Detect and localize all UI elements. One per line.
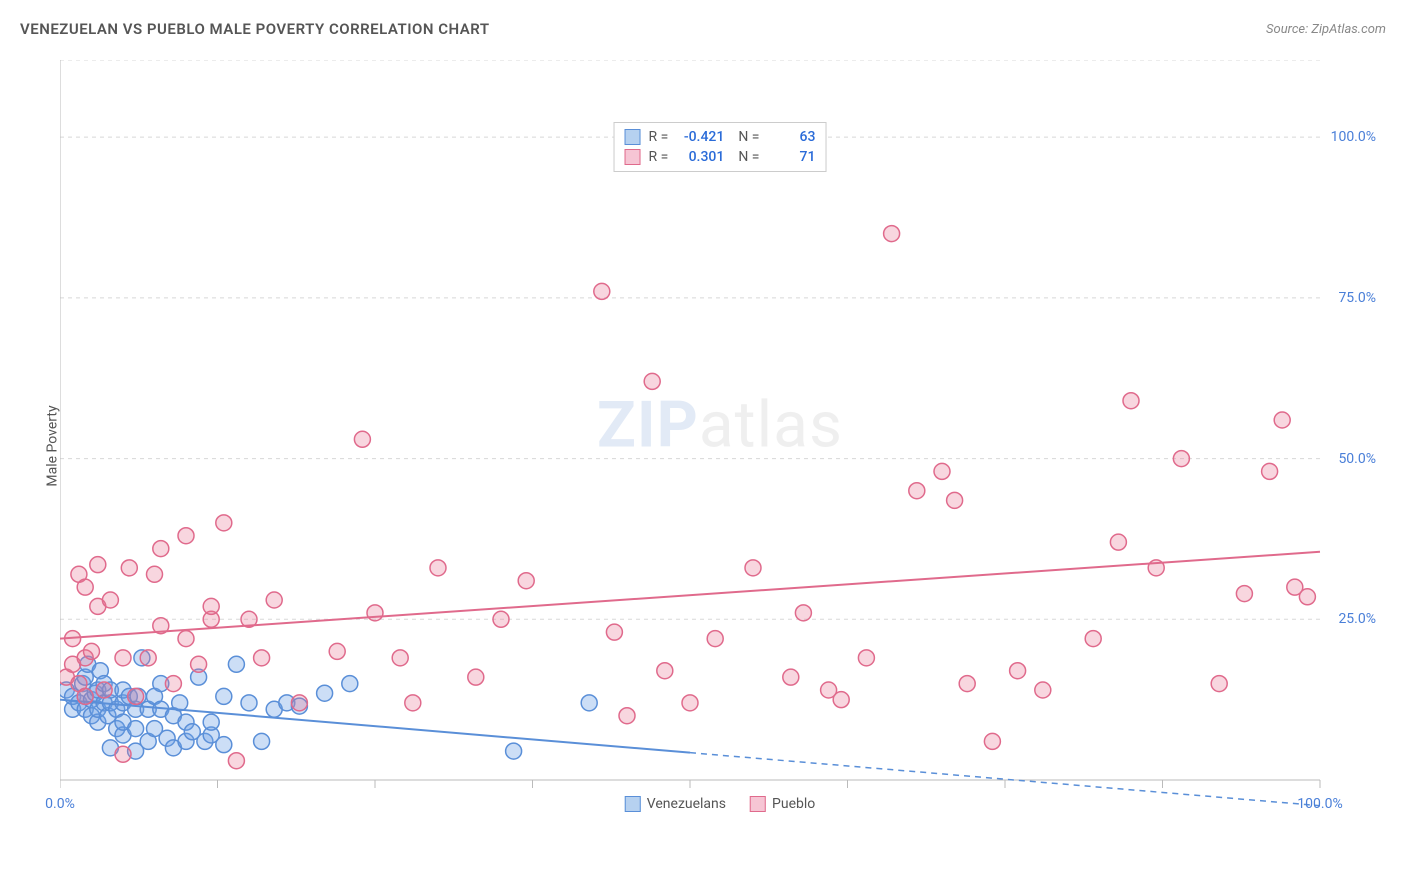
series-legend-item: Venezuelans <box>625 796 726 812</box>
y-tick-label: 75.0% <box>1338 290 1376 306</box>
y-tick-label: 25.0% <box>1338 611 1376 627</box>
series-legend: Venezuelans Pueblo <box>625 796 816 812</box>
y-tick-label: 50.0% <box>1338 451 1376 467</box>
y-tick-label: 100.0% <box>1331 129 1376 145</box>
legend-row: R =0.301N =71 <box>625 147 816 167</box>
legend-row: R =-0.421N =63 <box>625 127 816 147</box>
correlation-legend: R =-0.421N =63R =0.301N =71 <box>614 122 827 172</box>
source-label: Source: ZipAtlas.com <box>1266 22 1386 37</box>
chart-area: ZIPatlas R =-0.421N =63R =0.301N =71 Ven… <box>60 60 1380 820</box>
scatter-plot <box>60 60 1380 820</box>
x-tick-label: 0.0% <box>45 796 75 812</box>
y-axis-label: Male Poverty <box>45 405 61 486</box>
chart-title: VENEZUELAN VS PUEBLO MALE POVERTY CORREL… <box>20 20 490 38</box>
series-legend-item: Pueblo <box>750 796 815 812</box>
x-tick-label: 100.0% <box>1297 796 1342 812</box>
